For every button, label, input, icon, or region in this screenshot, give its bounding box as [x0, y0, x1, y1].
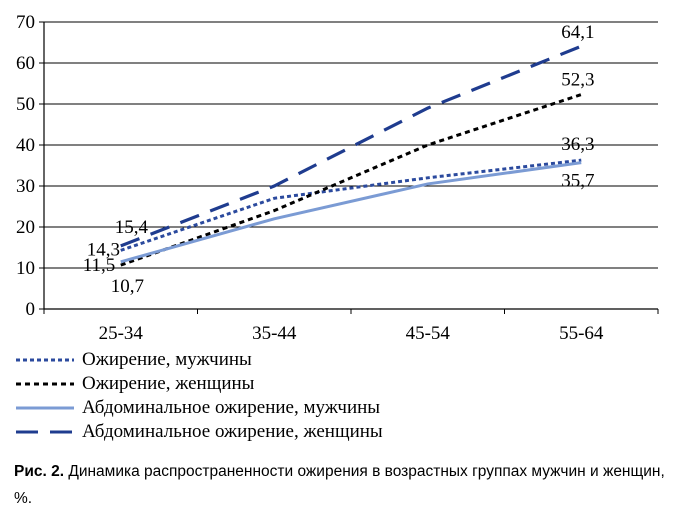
figure-caption: Рис. 2. Динамика распространенности ожир…	[14, 458, 674, 512]
data-label: 15,4	[115, 217, 149, 238]
legend-label: Ожирение, женщины	[82, 373, 255, 394]
legend-item: Ожирение, женщины	[14, 372, 383, 396]
series-line	[120, 93, 582, 267]
x-tick-label: 45-54	[406, 323, 451, 344]
legend-swatch	[16, 406, 74, 410]
legend: Ожирение, мужчины Ожирение, женщины Абдоми…	[14, 348, 383, 444]
data-label: 14,3	[87, 239, 120, 260]
series-line	[120, 161, 582, 264]
legend-swatch	[16, 382, 74, 386]
legend-item: Ожирение, мужчины	[14, 348, 383, 372]
series-lines	[120, 44, 582, 267]
series-line	[120, 158, 582, 252]
y-tick-label: 40	[16, 135, 35, 156]
legend-label: Ожирение, мужчины	[82, 349, 252, 370]
y-tick-label: 50	[16, 94, 35, 115]
legend-swatch	[16, 430, 74, 434]
data-labels: 14,3 36,3 10,7 52,3 11,5 35,7 15,4 64,1	[83, 22, 595, 297]
y-tick-label: 60	[16, 53, 35, 74]
y-tick-label: 70	[16, 12, 35, 33]
line-chart: 0 10 20 30 40 50 60 70 25-34 35-44 45-54 55-64 14,3…	[16, 12, 659, 344]
legend-item: Абдоминальное ожирение, женщины	[14, 420, 383, 444]
y-tick-label: 0	[26, 299, 36, 320]
data-label: 10,7	[111, 276, 144, 297]
data-label: 36,3	[561, 134, 594, 155]
legend-label: Абдоминальное ожирение, мужчины	[82, 397, 381, 418]
data-label: 11,5	[83, 255, 116, 276]
y-tick-label: 10	[16, 258, 35, 279]
y-tick-label: 20	[16, 217, 35, 238]
caption-label: Рис. 2.	[14, 463, 65, 480]
data-label: 64,1	[561, 22, 594, 43]
legend-item: Абдоминальное ожирение, мужчины	[14, 396, 383, 420]
axes: 0 10 20 30 40 50 60 70 25-34 35-44 45-54 55-64	[16, 12, 659, 344]
y-tick-label: 30	[16, 176, 35, 197]
x-tick-label: 25-34	[99, 323, 144, 344]
series-line	[120, 44, 582, 248]
legend-swatch	[16, 358, 74, 362]
grid	[44, 21, 658, 269]
data-label: 52,3	[561, 70, 594, 91]
x-tick-label: 55-64	[559, 323, 604, 344]
legend-label: Абдоминальное ожирение, женщины	[82, 421, 383, 442]
x-tick-label: 35-44	[252, 323, 297, 344]
data-label: 35,7	[561, 171, 594, 192]
caption-text: Динамика распространенности ожирения в в…	[14, 463, 665, 507]
